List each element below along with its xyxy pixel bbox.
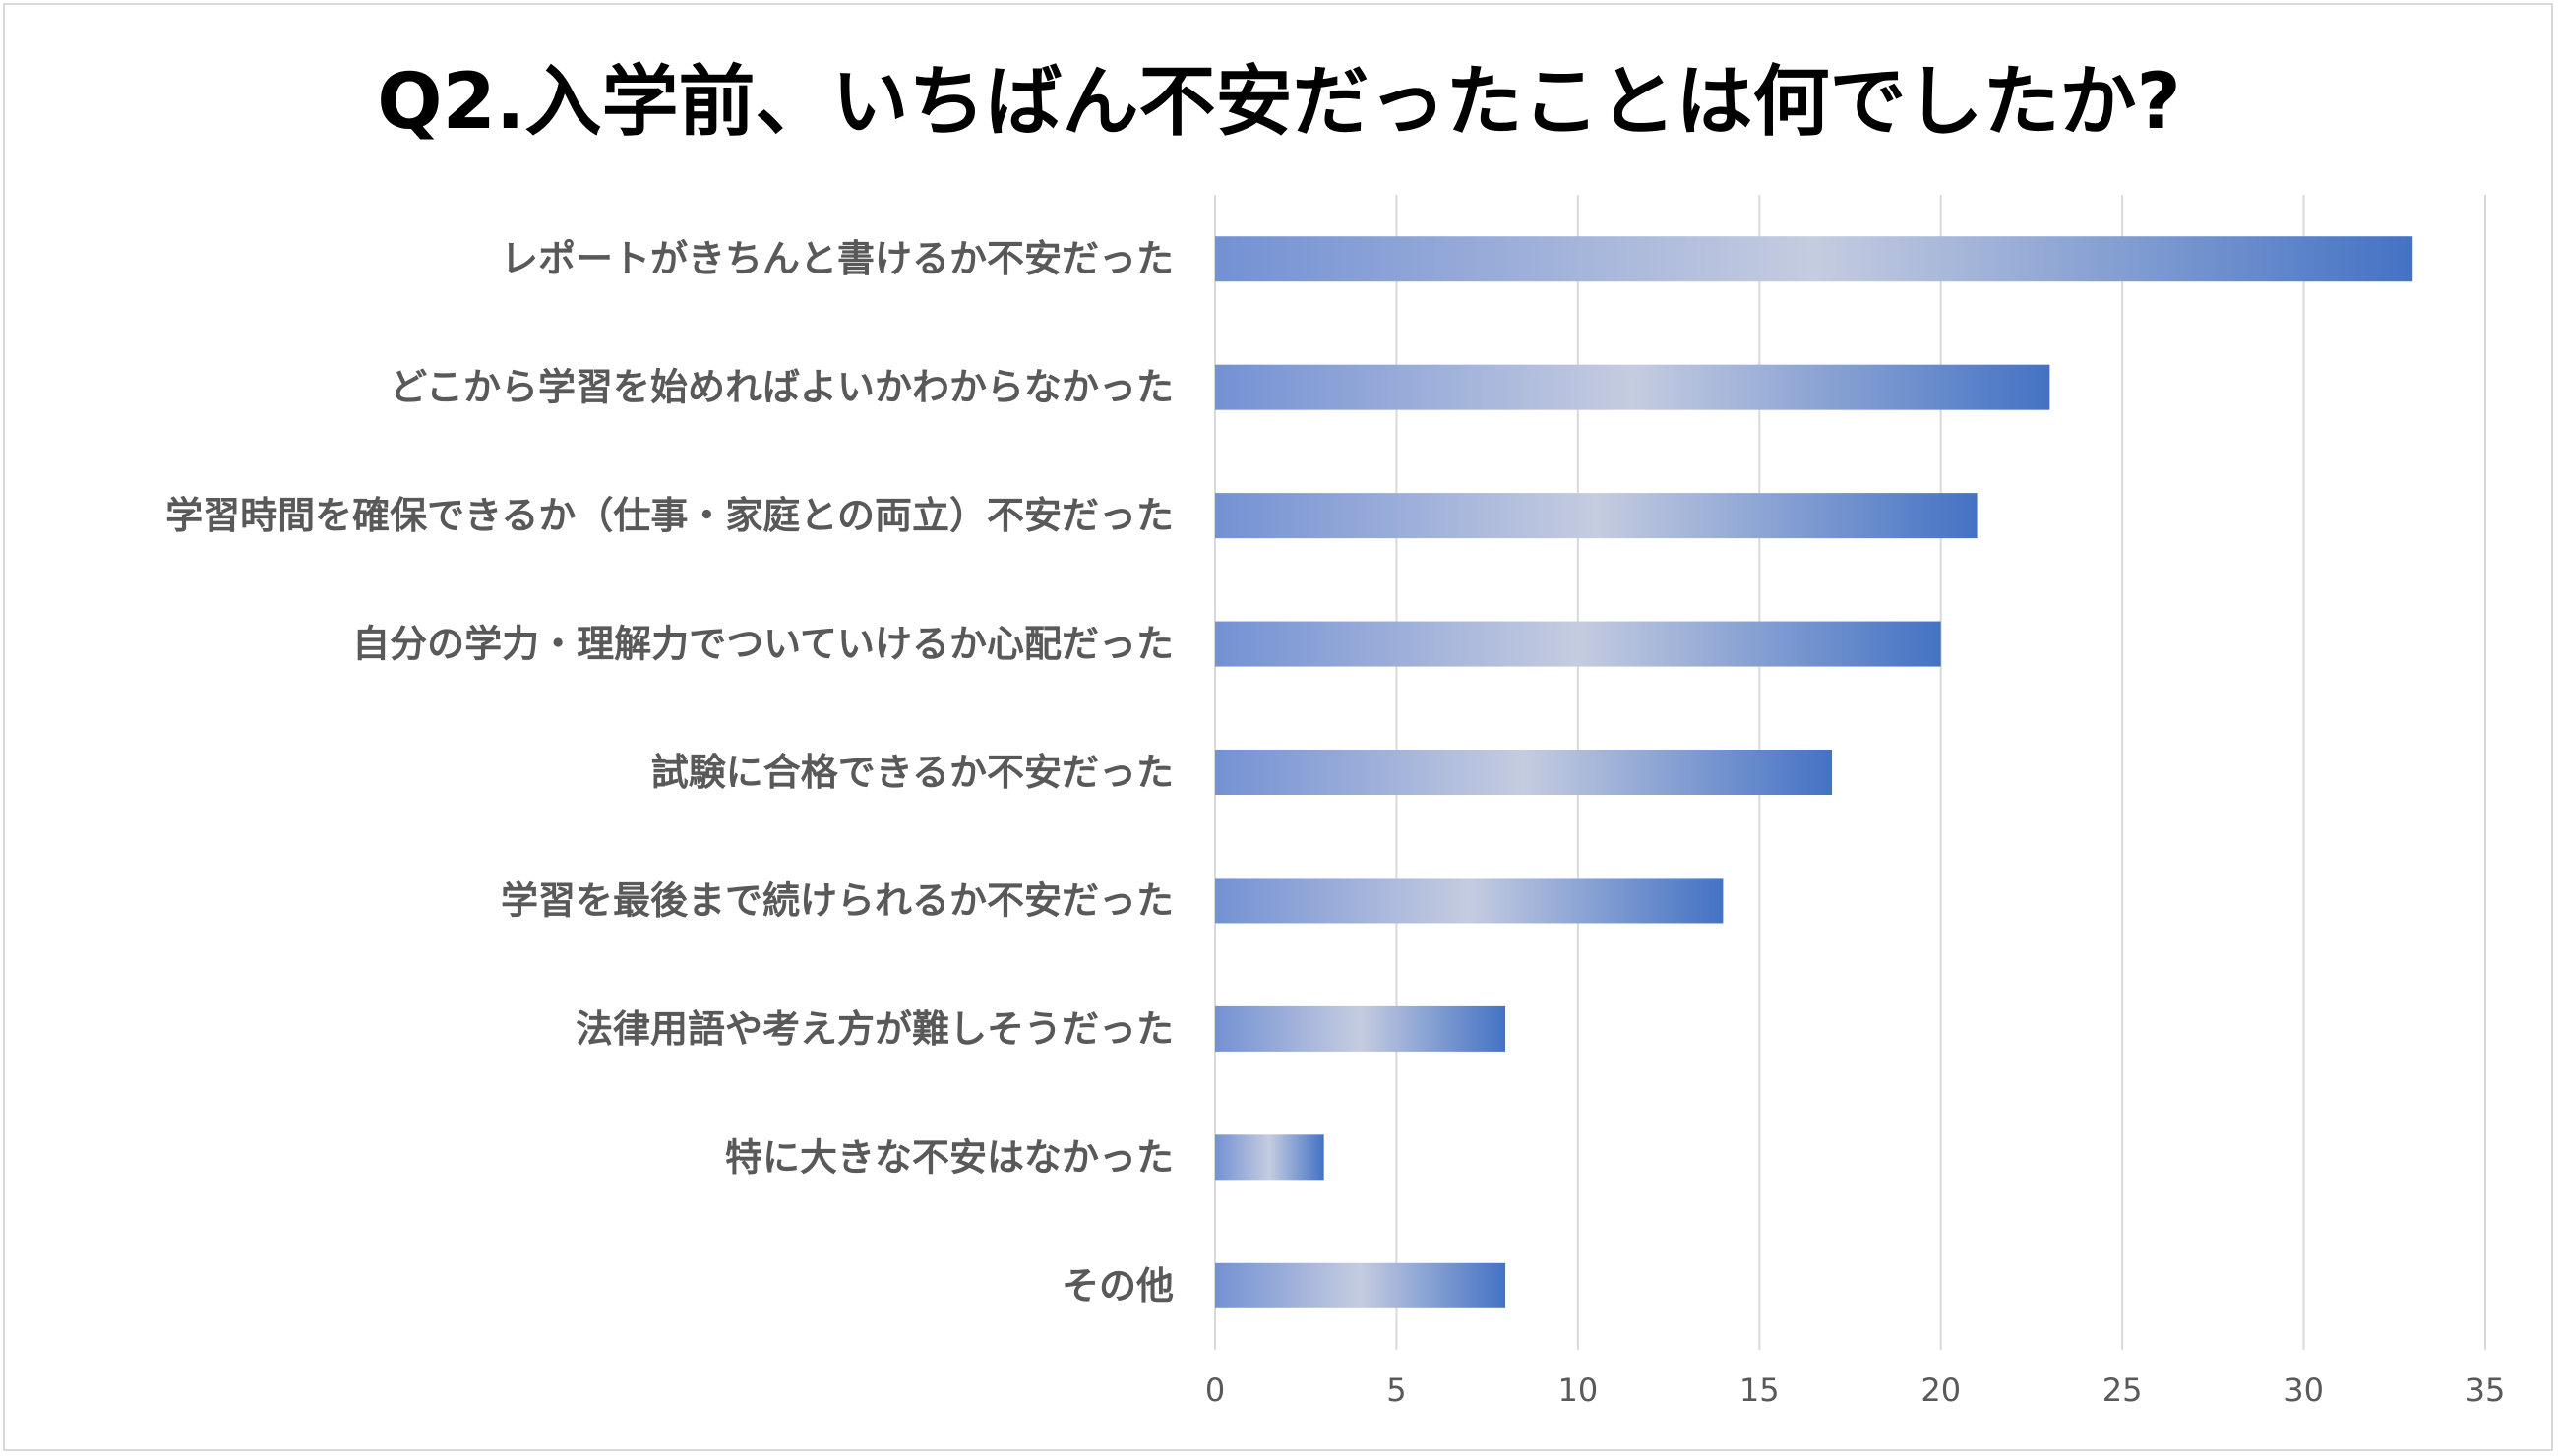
bar [1215, 1134, 1324, 1181]
x-tick-label: 35 [2466, 1371, 2506, 1409]
x-tick-label: 20 [1920, 1371, 1961, 1409]
x-tick-label: 10 [1557, 1371, 1598, 1409]
category-label: その他 [1062, 1264, 1174, 1307]
category-label: 試験に合格できるか不安だった [651, 751, 1174, 794]
category-label: 学習を最後まで続けられるか不安だった [501, 879, 1174, 922]
bar [1215, 750, 1833, 795]
bar [1215, 621, 1941, 667]
category-label: どこから学習を始めればよいかわからなかった [390, 366, 1174, 409]
x-tick-label: 5 [1386, 1371, 1406, 1409]
category-label: 学習時間を確保できるか（仕事・家庭との両立）不安だった [165, 494, 1174, 537]
category-label: 法律用語や考え方が難しそうだった [576, 1007, 1174, 1051]
category-label: 自分の学力・理解力でついていけるか心配だった [352, 623, 1174, 666]
bars [1215, 236, 2413, 1308]
bar [1215, 493, 1978, 539]
bar [1215, 1262, 1506, 1308]
category-label: 特に大きな不安はなかった [725, 1135, 1174, 1179]
x-tick-label: 30 [2284, 1371, 2324, 1409]
category-labels: レポートがきちんと書けるか不安だったどこから学習を始めればよいかわからなかった学… [165, 237, 1174, 1307]
x-tick-label: 0 [1205, 1371, 1225, 1409]
bar [1215, 1005, 1506, 1052]
category-label: レポートがきちんと書けるか不安だった [501, 237, 1174, 280]
x-tick-label: 25 [2102, 1371, 2143, 1409]
bar [1215, 878, 1724, 924]
x-tick-label: 15 [1739, 1371, 1780, 1409]
chart-title: Q2.入学前、いちばん不安だったことは何でしたか? [377, 58, 2181, 147]
bar [1215, 364, 2050, 410]
x-axis-tick-labels: 0 5 10 15 20 25 30 35 [1205, 1371, 2506, 1409]
bar [1215, 236, 2413, 282]
